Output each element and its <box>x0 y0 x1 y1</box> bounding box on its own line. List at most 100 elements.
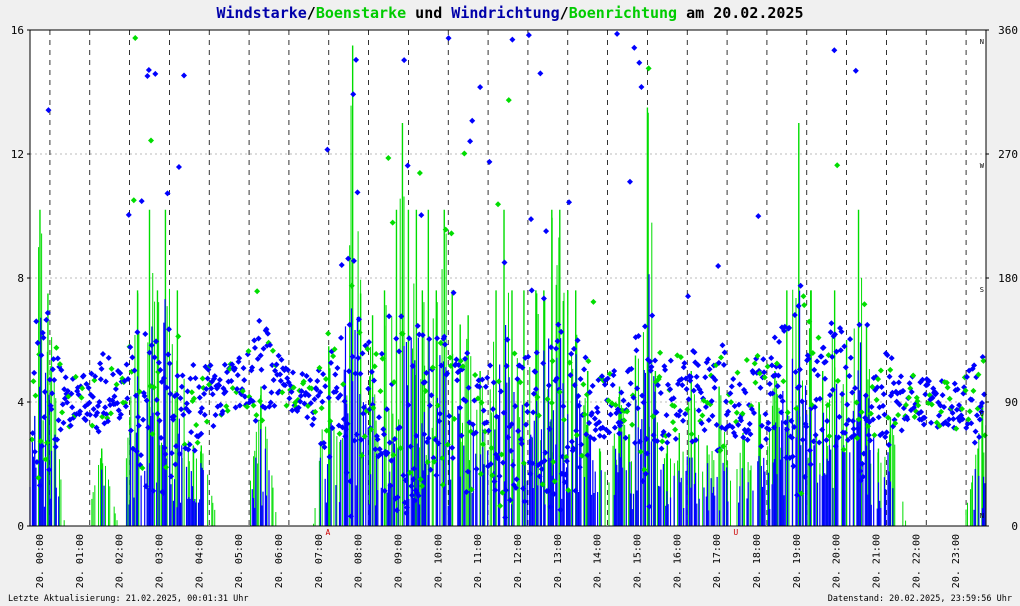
wind-direction-point <box>137 452 144 459</box>
wind-direction-point <box>186 408 193 415</box>
direction-letter: W <box>980 162 985 170</box>
wind-direction-point <box>796 383 803 390</box>
wind-direction-point <box>948 403 955 410</box>
wind-direction-point <box>69 404 76 411</box>
gust-direction-point <box>645 65 652 72</box>
wind-direction-point <box>640 399 647 406</box>
wind-direction-point <box>433 472 440 479</box>
wind-direction-point <box>351 437 358 444</box>
wind-direction-point <box>925 378 932 385</box>
wind-direction-point <box>310 415 317 422</box>
wind-direction-point <box>625 401 632 408</box>
wind-direction-point <box>849 389 856 396</box>
wind-direction-point <box>54 436 61 443</box>
wind-direction-point <box>745 427 752 434</box>
wind-direction-point <box>436 410 443 417</box>
gust-direction-point <box>699 412 706 419</box>
wind-direction-point <box>735 421 742 428</box>
gust-direction-point <box>203 418 210 425</box>
wind-direction-point <box>304 414 311 421</box>
wind-direction-point <box>378 350 385 357</box>
wind-direction-point <box>400 472 407 479</box>
x-tick-label: 20. 01:00 <box>75 534 86 588</box>
wind-direction-point <box>638 83 645 90</box>
gust-direction-point <box>946 395 953 402</box>
wind-direction-point <box>968 396 975 403</box>
wind-direction-point <box>222 388 229 395</box>
wind-direction-point <box>348 513 355 520</box>
wind-direction-point <box>155 359 162 366</box>
wind-direction-point <box>922 391 929 398</box>
wind-direction-point <box>483 419 490 426</box>
wind-direction-point <box>438 362 445 369</box>
wind-direction-point <box>345 368 352 375</box>
wind-direction-point <box>221 361 228 368</box>
wind-direction-point <box>842 364 849 371</box>
gust-direction-point <box>308 385 315 392</box>
gust-direction-point <box>373 351 380 358</box>
wind-direction-point <box>729 424 736 431</box>
title-date: am 20.02.2025 <box>677 4 803 22</box>
wind-direction-point <box>236 355 243 362</box>
wind-direction-point <box>358 436 365 443</box>
gust-direction-point <box>612 402 619 409</box>
gust-direction-point <box>809 349 816 356</box>
gust-direction-point <box>316 364 323 371</box>
gust-direction-point <box>113 381 120 388</box>
wind-direction-point <box>581 366 588 373</box>
wind-direction-point <box>821 375 828 382</box>
wind-direction-point <box>277 377 284 384</box>
wind-direction-point <box>338 261 345 268</box>
gust-direction-point <box>718 354 725 361</box>
wind-direction-point <box>307 400 314 407</box>
gust-direction-point <box>32 392 39 399</box>
wind-direction-point <box>406 335 413 342</box>
gust-direction-point <box>875 376 882 383</box>
wind-direction-point <box>559 453 566 460</box>
gust-direction-point <box>53 344 60 351</box>
gust-direction-point <box>764 363 771 370</box>
y-left-tick-label: 0 <box>17 520 24 533</box>
wind-direction-point <box>550 491 557 498</box>
wind-direction-point <box>814 358 821 365</box>
wind-direction-point <box>490 406 497 413</box>
wind-direction-point <box>421 431 428 438</box>
wind-direction-point <box>170 413 177 420</box>
wind-direction-point <box>567 372 574 379</box>
gust-direction-point <box>580 381 587 388</box>
wind-direction-point <box>831 47 838 54</box>
gust-direction-point <box>970 387 977 394</box>
wind-direction-point <box>405 402 412 409</box>
wind-direction-point <box>97 360 104 367</box>
wind-direction-point <box>568 350 575 357</box>
gust-direction-point <box>761 374 768 381</box>
wind-direction-point <box>411 465 418 472</box>
wind-direction-point <box>636 59 643 66</box>
gust-direction-point <box>517 379 524 386</box>
wind-direction-point <box>545 382 552 389</box>
wind-direction-point <box>178 383 185 390</box>
wind-direction-point <box>184 388 191 395</box>
wind-direction-point <box>827 329 834 336</box>
wind-direction-point <box>662 366 669 373</box>
gust-direction-point <box>756 370 763 377</box>
gust-direction-point <box>457 357 464 364</box>
gust-direction-point <box>300 378 307 385</box>
wind-direction-point <box>261 384 268 391</box>
wind-direction-point <box>217 401 224 408</box>
gust-direction-point <box>754 352 761 359</box>
wind-direction-point <box>509 36 516 43</box>
wind-direction-point <box>865 432 872 439</box>
wind-direction-point <box>409 363 416 370</box>
wind-direction-point <box>582 354 589 361</box>
wind-direction-point <box>527 470 534 477</box>
wind-direction-point <box>180 411 187 418</box>
wind-direction-point <box>660 428 667 435</box>
wind-direction-point <box>878 384 885 391</box>
y-left-tick-label: 12 <box>11 148 24 161</box>
x-tick-label: 20. 04:00 <box>194 534 205 588</box>
wind-direction-point <box>979 353 986 360</box>
gust-direction-point <box>175 333 182 340</box>
wind-direction-point <box>504 336 511 343</box>
wind-direction-point <box>841 343 848 350</box>
